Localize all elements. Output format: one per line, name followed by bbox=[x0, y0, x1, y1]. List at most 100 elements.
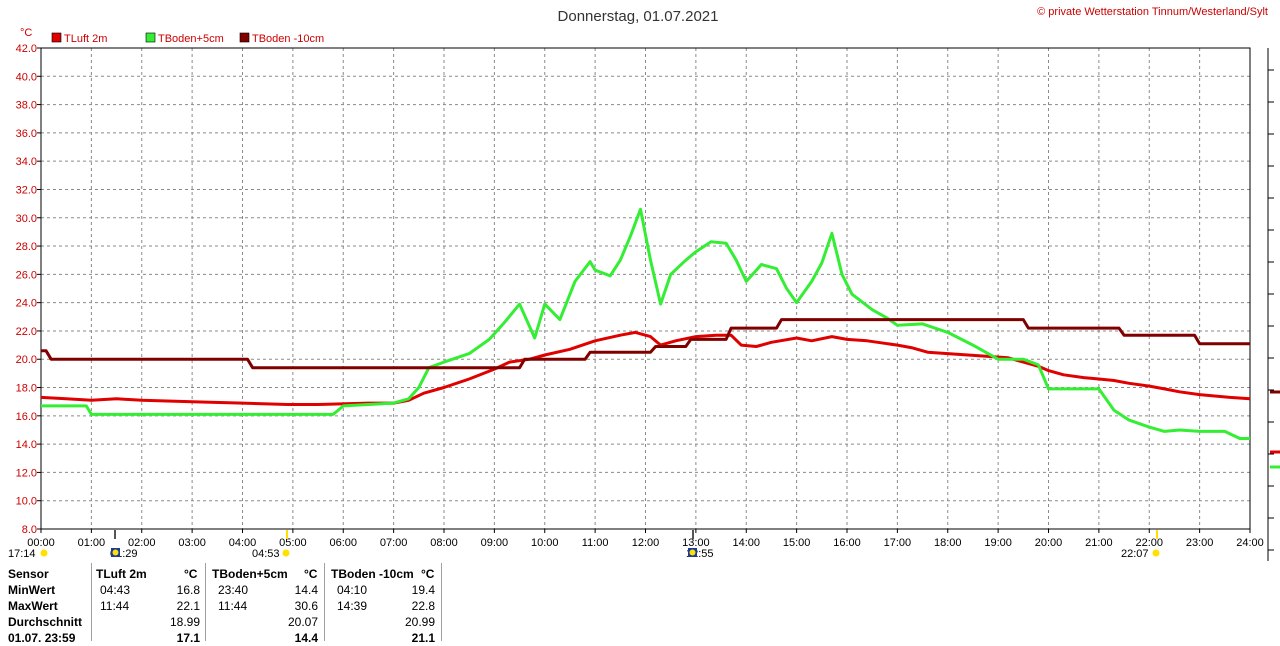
stats-current-value: 14.4 bbox=[294, 631, 318, 645]
series-lines bbox=[40, 207, 1251, 440]
x-tick-label: 19:00 bbox=[984, 537, 1012, 549]
x-tick-label: 03:00 bbox=[178, 537, 206, 549]
time-mark-label: 04:53 bbox=[252, 548, 280, 560]
stats-max-time: 11:44 bbox=[218, 599, 248, 613]
x-tick-label: 09:00 bbox=[481, 537, 509, 549]
series-line bbox=[41, 207, 1250, 440]
y-tick-label: 18.0 bbox=[16, 383, 37, 395]
stats-label-min: MinWert bbox=[8, 583, 56, 597]
stats-label-column: Sensor MinWert MaxWert Durchschnitt 01.0… bbox=[0, 561, 92, 645]
x-tick-label: 22:00 bbox=[1135, 537, 1163, 549]
stats-column-tboden10: TBoden -10cm °C 04:10 19.4 14:39 22.8 20… bbox=[325, 561, 442, 645]
moon-icon bbox=[112, 549, 119, 556]
y-tick-label: 12.0 bbox=[16, 467, 37, 479]
stats-avg-value: 18.99 bbox=[169, 615, 200, 629]
legend-label: TBoden -10cm bbox=[252, 33, 324, 45]
x-tick-label: 05:00 bbox=[279, 537, 307, 549]
plot-frame bbox=[40, 47, 1251, 530]
y-tick-label: 36.0 bbox=[16, 128, 37, 140]
stats-max-value: 22.8 bbox=[411, 599, 435, 613]
time-mark-label: 22:07 bbox=[1121, 548, 1149, 560]
stats-sensor-name: TBoden -10cm bbox=[331, 567, 414, 581]
statistics-table: Sensor MinWert MaxWert Durchschnitt 01.0… bbox=[0, 561, 442, 645]
x-tick-label: 12:00 bbox=[632, 537, 660, 549]
stats-divider bbox=[441, 563, 442, 641]
y-tick-label: 20.0 bbox=[16, 354, 37, 366]
stats-min-time: 04:43 bbox=[100, 583, 131, 597]
y-tick-label: 14.0 bbox=[16, 439, 37, 451]
x-tick-label: 23:00 bbox=[1186, 537, 1214, 549]
legend: TLuft 2m TBoden+5cm TBoden -10cm bbox=[51, 32, 324, 45]
x-tick-label: 18:00 bbox=[934, 537, 962, 549]
time-mark-label: 17:14 bbox=[8, 548, 36, 560]
x-tick-label: 20:00 bbox=[1035, 537, 1063, 549]
stats-max-time: 14:39 bbox=[337, 599, 368, 613]
y-tick-label: 8.0 bbox=[22, 524, 37, 536]
stats-current-value: 17.1 bbox=[176, 631, 200, 645]
legend-swatch bbox=[239, 32, 250, 43]
y-unit-label: °C bbox=[20, 27, 32, 39]
y-tick-label: 32.0 bbox=[16, 184, 37, 196]
sun-icon bbox=[1152, 549, 1160, 557]
stats-min-time: 04:10 bbox=[337, 583, 368, 597]
x-tick-label: 16:00 bbox=[833, 537, 861, 549]
temperature-chart: Donnerstag, 01.07.2021 © private Wetters… bbox=[8, 6, 1280, 561]
stats-column-tluft: TLuft 2m °C 04:43 16.8 11:44 22.1 18.99 … bbox=[92, 561, 204, 645]
stats-min-value: 16.8 bbox=[176, 583, 200, 597]
stats-min-time: 23:40 bbox=[218, 583, 249, 597]
stats-unit: °C bbox=[184, 567, 198, 581]
stats-label-max: MaxWert bbox=[8, 599, 58, 613]
y-tick-label: 16.0 bbox=[16, 411, 37, 423]
sun-icon bbox=[40, 549, 48, 557]
right-scale-strip bbox=[1267, 48, 1280, 561]
x-tick-label: 24:00 bbox=[1236, 537, 1264, 549]
stats-max-value: 22.1 bbox=[176, 599, 200, 613]
y-tick-label: 38.0 bbox=[16, 100, 37, 112]
y-tick-label: 40.0 bbox=[16, 71, 37, 83]
stats-divider bbox=[205, 563, 206, 641]
y-tick-label: 30.0 bbox=[16, 213, 37, 225]
y-tick-label: 24.0 bbox=[16, 298, 37, 310]
stats-sensor-name: TBoden+5cm bbox=[212, 567, 288, 581]
y-tick-label: 42.0 bbox=[16, 43, 37, 55]
stats-avg-value: 20.07 bbox=[287, 615, 318, 629]
x-tick-label: 01:00 bbox=[78, 537, 106, 549]
stats-unit: °C bbox=[304, 567, 318, 581]
y-tick-label: 34.0 bbox=[16, 156, 37, 168]
x-tick-label: 17:00 bbox=[884, 537, 912, 549]
x-tick-label: 07:00 bbox=[380, 537, 408, 549]
stats-avg-value: 20.99 bbox=[404, 615, 435, 629]
chart-title: Donnerstag, 01.07.2021 bbox=[558, 8, 719, 25]
x-tick-label: 21:00 bbox=[1085, 537, 1113, 549]
stats-min-value: 14.4 bbox=[294, 583, 318, 597]
x-tick-label: 14:00 bbox=[732, 537, 760, 549]
stats-divider bbox=[91, 563, 92, 641]
y-axis-ticks: 8.0 10.0 12.0 14.0 16.0 18.0 20.0 22.0 24.0 26.0 2… bbox=[16, 43, 41, 536]
x-tick-label: 06:00 bbox=[329, 537, 357, 549]
y-tick-label: 28.0 bbox=[16, 241, 37, 253]
x-tick-label: 10:00 bbox=[531, 537, 559, 549]
series-line bbox=[41, 318, 1250, 370]
stats-label-avg: Durchschnitt bbox=[8, 615, 83, 629]
legend-label: TLuft 2m bbox=[64, 33, 107, 45]
y-tick-label: 22.0 bbox=[16, 326, 37, 338]
stats-min-value: 19.4 bbox=[411, 583, 435, 597]
x-tick-label: 00:00 bbox=[27, 537, 55, 549]
y-tick-label: 26.0 bbox=[16, 269, 37, 281]
x-tick-label: 11:00 bbox=[582, 537, 609, 549]
moon-icon bbox=[689, 549, 696, 556]
x-tick-label: 04:00 bbox=[229, 537, 257, 549]
stats-current-value: 21.1 bbox=[411, 631, 435, 645]
stats-max-time: 11:44 bbox=[100, 599, 130, 613]
x-tick-label: 15:00 bbox=[783, 537, 811, 549]
y-tick-label: 10.0 bbox=[16, 496, 37, 508]
legend-label: TBoden+5cm bbox=[158, 33, 224, 45]
sun-icon bbox=[282, 549, 290, 557]
stats-label-current: 01.07. 23:59 bbox=[8, 631, 76, 645]
legend-swatch bbox=[145, 32, 156, 43]
copyright-note: © private Wetterstation Tinnum/Westerlan… bbox=[1037, 6, 1268, 18]
x-tick-label: 13:00 bbox=[682, 537, 710, 549]
stats-column-tboden5: TBoden+5cm °C 23:40 14.4 11:44 30.6 20.0… bbox=[206, 561, 324, 645]
x-tick-label: 08:00 bbox=[430, 537, 458, 549]
x-tick-label: 02:00 bbox=[128, 537, 156, 549]
